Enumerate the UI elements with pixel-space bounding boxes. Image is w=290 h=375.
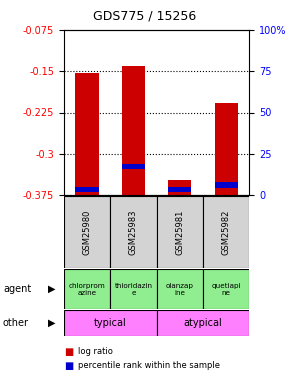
Text: ■: ■ xyxy=(64,361,73,370)
Bar xyxy=(157,196,203,268)
Bar xyxy=(157,310,249,336)
Bar xyxy=(64,269,110,309)
Bar xyxy=(157,269,203,309)
Text: ▶: ▶ xyxy=(48,318,55,328)
Text: other: other xyxy=(3,318,29,328)
Text: percentile rank within the sample: percentile rank within the sample xyxy=(78,361,220,370)
Bar xyxy=(168,180,191,195)
Text: olanzap
ine: olanzap ine xyxy=(166,283,194,296)
Bar xyxy=(203,196,249,268)
Bar xyxy=(110,269,157,309)
Text: typical: typical xyxy=(94,318,126,328)
Text: agent: agent xyxy=(3,284,31,294)
Bar xyxy=(110,196,157,268)
Bar xyxy=(64,196,110,268)
Bar xyxy=(75,187,99,192)
Text: GSM25981: GSM25981 xyxy=(175,209,184,255)
Text: GSM25982: GSM25982 xyxy=(222,209,231,255)
Text: GSM25980: GSM25980 xyxy=(82,209,92,255)
Bar xyxy=(122,66,145,195)
Text: ■: ■ xyxy=(64,347,73,357)
Text: thioridazin
e: thioridazin e xyxy=(114,283,153,296)
Text: ▶: ▶ xyxy=(48,284,55,294)
Bar xyxy=(203,269,249,309)
Text: atypical: atypical xyxy=(184,318,222,328)
Text: quetiapi
ne: quetiapi ne xyxy=(211,283,241,296)
Text: GSM25983: GSM25983 xyxy=(129,209,138,255)
Text: log ratio: log ratio xyxy=(78,347,113,356)
Bar xyxy=(64,310,157,336)
Bar xyxy=(215,103,238,195)
Bar xyxy=(122,164,145,169)
Bar xyxy=(215,182,238,188)
Text: chlorprom
azine: chlorprom azine xyxy=(69,283,105,296)
Bar xyxy=(168,187,191,192)
Bar xyxy=(75,73,99,195)
Text: GDS775 / 15256: GDS775 / 15256 xyxy=(93,9,197,22)
